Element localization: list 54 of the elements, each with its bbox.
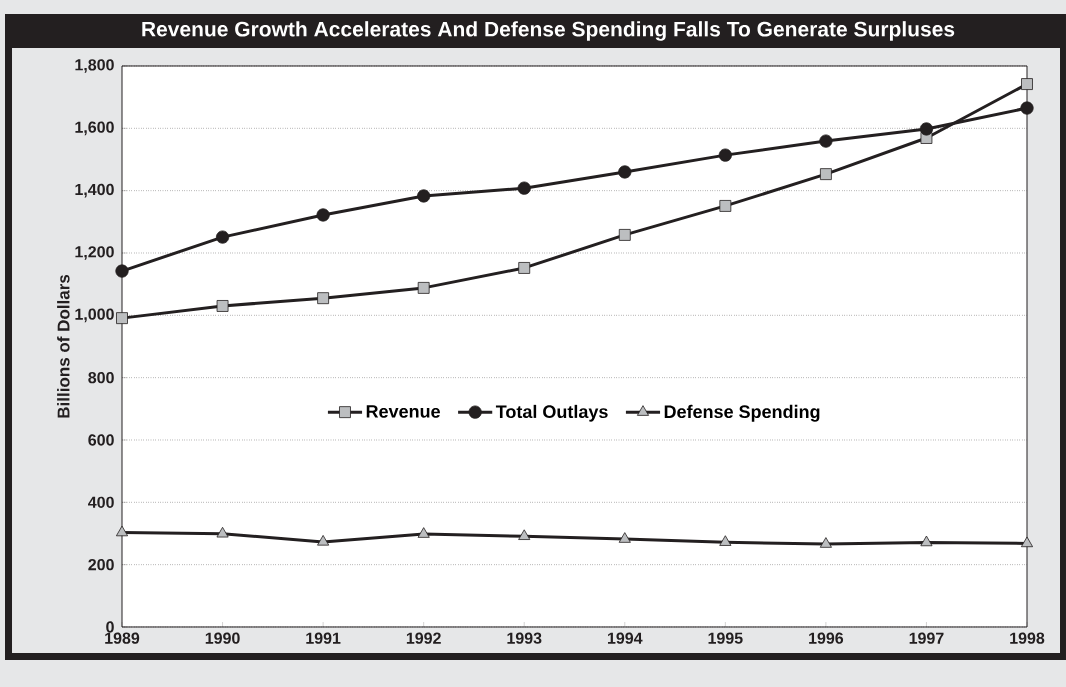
point [417, 189, 431, 203]
point [718, 148, 732, 162]
y-tick-label: 1,200 [75, 246, 114, 260]
point [1020, 101, 1034, 115]
chart-title: Revenue Growth Accelerates And Defense Spending Falls To Generate Surpluses [142, 21, 955, 41]
point [215, 230, 230, 244]
point [920, 535, 933, 547]
x-tick-label: 1995 [708, 632, 743, 644]
point [919, 122, 934, 136]
point [819, 134, 833, 148]
y-tick-label: 800 [88, 372, 114, 384]
point [517, 181, 531, 195]
x-tick-label: 1994 [607, 632, 643, 644]
point [618, 165, 632, 179]
y-tick-label: 1,600 [75, 121, 114, 136]
x-tick-label: 1996 [809, 632, 844, 644]
y-tick-label: 600 [88, 434, 114, 446]
y-tick-label: 1,400 [75, 183, 114, 198]
legend-label: Total Outlays [495, 404, 608, 422]
point [1020, 536, 1034, 548]
x-tick-label: 1993 [507, 632, 542, 644]
point [618, 532, 631, 543]
y-tick-label: 400 [88, 496, 114, 508]
x-tick-label: 1992 [406, 632, 441, 644]
point [317, 535, 330, 546]
point [417, 281, 430, 294]
point [115, 264, 129, 278]
y-tick-label: 1,800 [75, 59, 114, 73]
y-tick-label: 0 [106, 621, 114, 633]
point [116, 312, 128, 325]
point [819, 168, 832, 181]
point [618, 229, 631, 241]
x-tick-label: 1989 [105, 632, 140, 644]
point [115, 525, 129, 537]
point [216, 300, 229, 312]
legend-label: Revenue [366, 405, 440, 418]
point [719, 535, 732, 546]
point [518, 529, 531, 540]
x-tick-label: 1991 [306, 632, 341, 644]
y-axis-title: Billions of Dollars [57, 274, 70, 418]
point [1021, 78, 1033, 90]
point [719, 200, 732, 212]
legend-label: Defense Spending [664, 404, 820, 422]
point [819, 537, 832, 548]
y-tick-label: 200 [88, 558, 114, 571]
point [518, 262, 531, 274]
point [316, 208, 330, 222]
point [216, 526, 229, 538]
point [417, 527, 430, 538]
point [317, 292, 330, 305]
x-tick-label: 1998 [1010, 632, 1045, 644]
x-tick-label: 1997 [909, 632, 944, 644]
x-tick-label: 1990 [205, 632, 240, 644]
y-tick-label: 1,000 [75, 308, 114, 323]
